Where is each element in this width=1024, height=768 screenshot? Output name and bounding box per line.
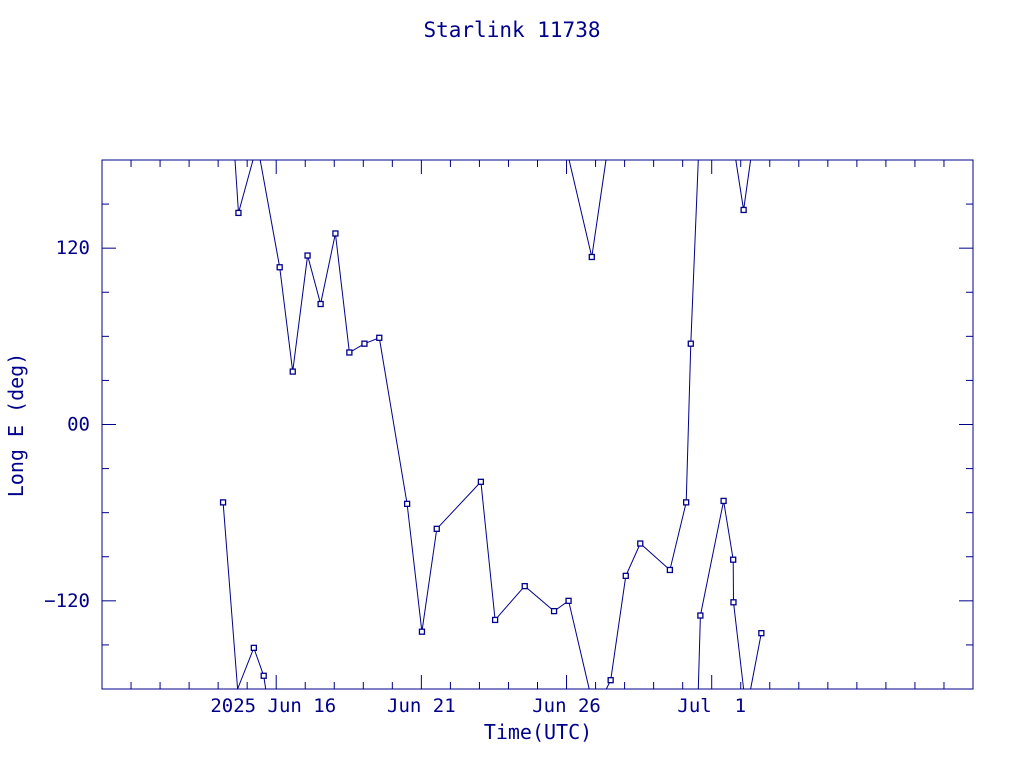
data-point [622,572,629,580]
data-point [588,253,595,261]
y-axis-ticks [102,203,973,646]
series-line [605,159,699,690]
x-axis-ticks [130,160,945,689]
data-point [289,368,296,375]
data-point [758,630,765,637]
x-tick-label: Jun 21 [387,695,456,717]
series-line [568,159,607,258]
x-axis-label: Time(UTC) [484,720,592,744]
data-point [740,206,747,214]
data-point [477,478,485,485]
data-point [565,597,572,604]
data-point [666,566,674,574]
series-lines [219,159,765,690]
x-tick-labels: 2025 Jun 16 Jun 21 Jun 26 Jul 1 [210,695,746,717]
plot-frame [101,159,974,690]
data-point [250,644,257,652]
data-point [403,500,411,508]
data-point [607,677,614,684]
data-point [697,612,704,619]
data-point [730,556,737,563]
data-point [720,497,727,505]
data-point [304,252,311,259]
data-point [317,300,324,308]
y-axis-label: Long E (deg) [4,353,28,498]
data-point [687,340,694,347]
data-point [219,499,227,506]
x-tick-label: Jul 1 [677,695,746,717]
y-tick-label: 120 [56,237,90,259]
series-line [234,159,590,690]
series-line [222,502,267,690]
data-point [376,334,383,341]
data-point [521,582,528,590]
data-point [332,230,339,237]
data-point [276,264,283,271]
data-point [361,340,368,347]
data-point [637,540,644,547]
data-point [346,349,353,356]
data-point [235,209,242,217]
series-line [735,159,752,211]
x-tick-label: 2025 Jun 16 [210,695,336,717]
series-line [697,500,745,690]
data-point [418,628,426,635]
y-tick-label: 00 [67,414,90,436]
data-point [260,672,267,679]
x-tick-label: Jun 26 [532,695,601,717]
data-point [491,616,499,624]
y-tick-label: −120 [44,590,90,612]
data-point [433,525,440,532]
chart-title: Starlink 11738 [423,18,600,42]
data-point [683,499,690,506]
series-line [750,633,762,690]
y-tick-labels: −120 00 120 [44,237,90,612]
data-point [550,607,558,615]
data-point [730,599,737,606]
